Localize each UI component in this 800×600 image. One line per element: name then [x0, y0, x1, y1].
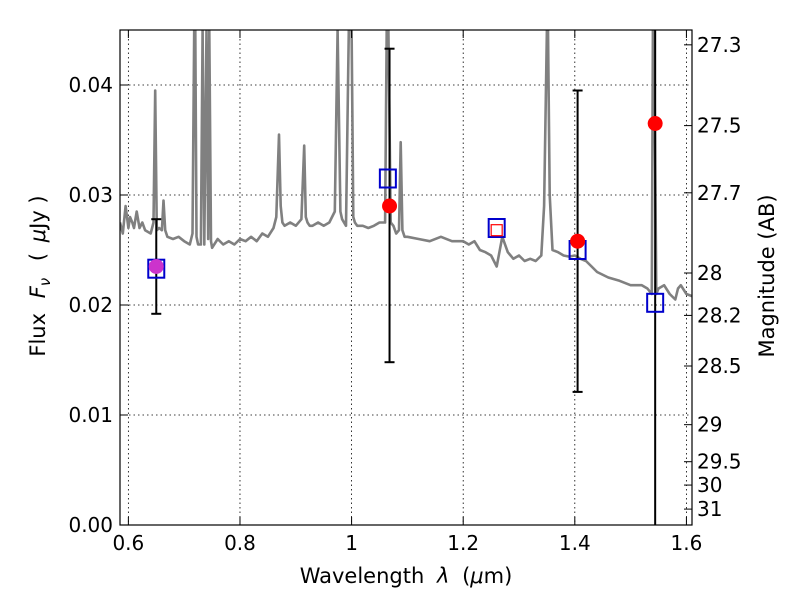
magnitude-tick-label: 27.3 — [697, 33, 742, 57]
model-photometry-square — [646, 292, 665, 313]
observed-point-overlap — [148, 259, 164, 274]
magnitude-tick-label: 28 — [697, 261, 722, 285]
x-axis-label-symbol: λ — [436, 564, 449, 588]
magnitude-tick-label: 29.5 — [697, 450, 742, 474]
x-tick-label: 1.6 — [671, 531, 703, 555]
magnitude-tick-label: 28.2 — [697, 303, 742, 327]
y-axis-label: Flux Fν ( μJy ) — [26, 195, 55, 356]
magnitude-tick-label: 29 — [697, 413, 722, 437]
magnitude-tick-label: 31 — [697, 497, 722, 521]
y-axis-label-open: ( — [26, 253, 50, 261]
y-tick-label: 0.02 — [68, 293, 113, 317]
axis-ticks — [120, 30, 692, 526]
magnitude-tick-label: 27.5 — [697, 114, 742, 138]
y-axis-label-unit: Jy ) — [26, 195, 50, 231]
y-axis-label-text: Flux — [26, 313, 50, 357]
y-tick-label: 0.03 — [68, 183, 113, 207]
model-photometry-square — [487, 218, 506, 238]
x-tick-label: 1 — [345, 531, 358, 555]
y-tick-label: 0.00 — [68, 513, 113, 537]
observed-point — [382, 198, 398, 214]
x-tick-labels: 0.6 0.8 1 1.2 1.4 1.6 — [112, 531, 702, 555]
model-spectrum-layer — [120, 30, 692, 301]
x-tick-label: 1.2 — [447, 531, 479, 555]
observed-points — [148, 116, 663, 274]
small-red-square — [490, 224, 503, 237]
model-spectrum-line — [120, 30, 692, 301]
x-axis-label: Wavelength λ (μm) — [300, 564, 513, 588]
y-tick-label: 0.04 — [68, 73, 113, 97]
y2-axis-label: Magnitude (AB) — [755, 194, 779, 357]
plot-frame — [119, 29, 693, 526]
x-axis-label-mu: μ — [469, 564, 483, 588]
x-axis-label-unit: m) — [484, 564, 513, 588]
x-axis-label-open: ( — [462, 564, 470, 588]
x-axis-label-text: Wavelength — [300, 564, 425, 588]
x-tick-label: 0.8 — [224, 531, 256, 555]
observed-point — [647, 116, 663, 131]
x-tick-label: 0.6 — [112, 531, 144, 555]
y-tick-label: 0.01 — [68, 403, 113, 427]
y-axis-label-symbol: F — [26, 285, 50, 298]
x-tick-label: 1.4 — [559, 531, 591, 555]
magnitude-tick-label: 30 — [697, 473, 722, 497]
magnitude-tick-label: 27.7 — [697, 181, 742, 205]
y-axis-label-mu: μ — [26, 229, 50, 243]
observed-point — [570, 233, 586, 249]
y-axis-label-sub: ν — [36, 278, 54, 286]
model-photometry-square — [378, 168, 397, 189]
magnitude-tick-label: 28.5 — [697, 354, 742, 378]
y-tick-labels: 0.00 0.01 0.02 0.03 0.04 — [68, 73, 113, 537]
